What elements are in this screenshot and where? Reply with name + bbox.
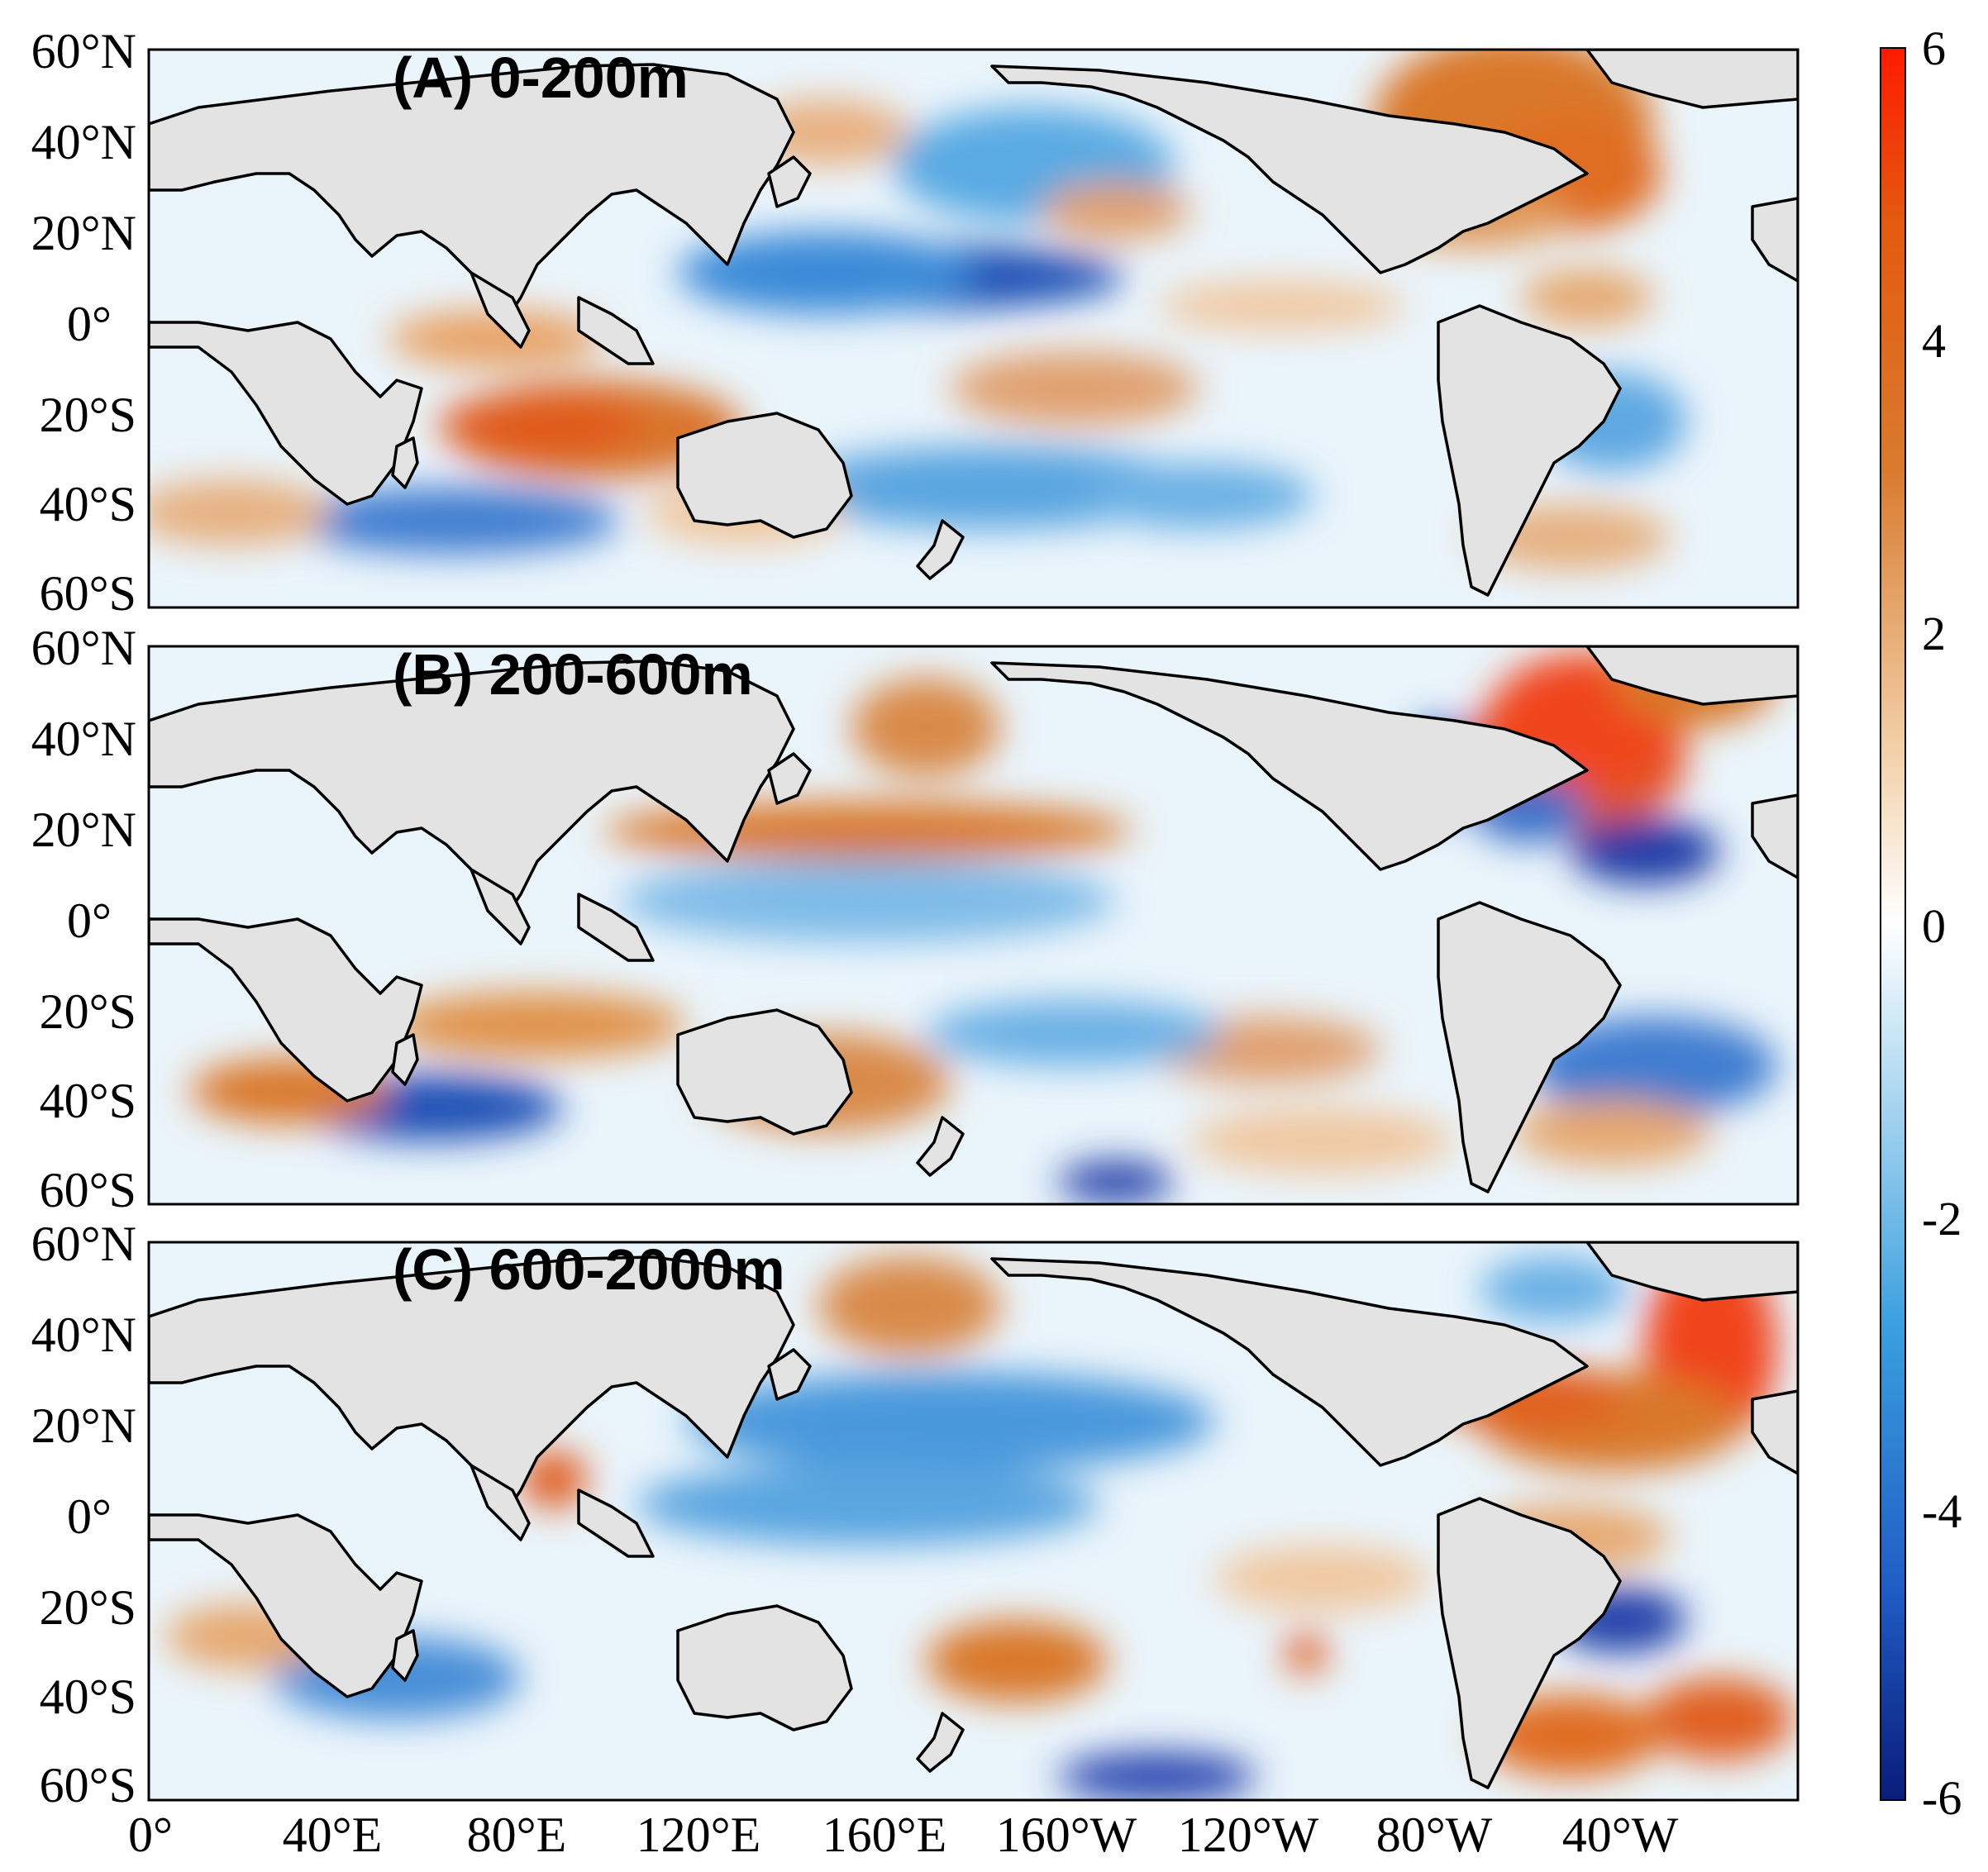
colorbar-tick: -2 [1922, 1192, 1962, 1246]
panel-c-title: (C) 600-2000m [393, 1237, 785, 1302]
colorbar-tick: -6 [1922, 1771, 1962, 1825]
lat-tick: 40°S [40, 477, 136, 531]
colorbar-tick: 0 [1922, 899, 1946, 953]
lat-tick: 0° [67, 1489, 112, 1544]
lon-tick: 160°E [822, 1808, 947, 1862]
lat-labels-panel-b: 60°N 40°N 20°N 0° 20°S 40°S 60°S [31, 621, 136, 1217]
lat-tick: 0° [67, 893, 112, 948]
colorbar-tick: -4 [1922, 1484, 1962, 1538]
lat-tick: 40°N [31, 712, 136, 766]
lat-tick: 20°N [31, 206, 136, 260]
lon-tick: 80°W [1376, 1808, 1493, 1862]
lat-tick: 60°S [40, 1163, 136, 1217]
panel-a-frame [147, 48, 1800, 609]
lat-tick: 60°N [31, 621, 136, 675]
panel-c: (C) 600-2000m [147, 1237, 1800, 1802]
lat-tick: 40°N [31, 115, 136, 169]
lat-tick: 40°S [40, 1074, 136, 1128]
lat-tick: 20°S [40, 1580, 136, 1635]
colorbar-gradient [1880, 47, 1906, 1801]
lon-tick: 120°E [636, 1808, 761, 1862]
lat-tick: 40°N [31, 1308, 136, 1362]
lon-tick: 40°W [1562, 1808, 1679, 1862]
lat-tick: 60°S [40, 566, 136, 621]
colorbar-tick: 2 [1922, 607, 1946, 660]
panel-a: (A) 0-200m [147, 45, 1800, 609]
colorbar-tick: 4 [1922, 314, 1946, 368]
colorbar: 6 4 2 0 -2 -4 -6 [1880, 21, 1962, 1825]
panel-a-title: (A) 0-200m [393, 45, 689, 110]
lat-tick: 60°N [31, 24, 136, 79]
lat-tick: 40°S [40, 1670, 136, 1724]
lon-tick: 80°E [467, 1808, 567, 1862]
lat-tick: 20°S [40, 388, 136, 442]
panel-b-anomaly-field [190, 646, 1777, 1203]
lat-tick: 60°S [40, 1758, 136, 1812]
panel-b-title: (B) 200-600m [393, 642, 753, 707]
lat-tick: 20°S [40, 984, 136, 1039]
panel-b: (B) 200-600m [147, 642, 1800, 1206]
lat-tick: 20°N [31, 803, 136, 857]
lon-tick: 120°W [1178, 1808, 1319, 1862]
lat-labels-panel-a: 60°N 40°N 20°N 0° 20°S 40°S 60°S [31, 24, 136, 621]
panel-b-frame [147, 645, 1800, 1206]
lon-tick: 0° [128, 1808, 173, 1862]
lat-labels-panel-c: 60°N 40°N 20°N 0° 20°S 40°S 60°S [31, 1217, 136, 1812]
lon-labels: 0° 40°E 80°E 120°E 160°E 160°W 120°W 80°… [128, 1808, 1679, 1862]
colorbar-tick: 6 [1922, 21, 1946, 75]
lat-tick: 0° [67, 297, 112, 351]
panel-c-frame [147, 1241, 1800, 1802]
lon-tick: 40°E [283, 1808, 383, 1862]
lat-tick: 20°N [31, 1398, 136, 1453]
lon-tick: 160°W [996, 1808, 1137, 1862]
lat-tick: 60°N [31, 1217, 136, 1271]
